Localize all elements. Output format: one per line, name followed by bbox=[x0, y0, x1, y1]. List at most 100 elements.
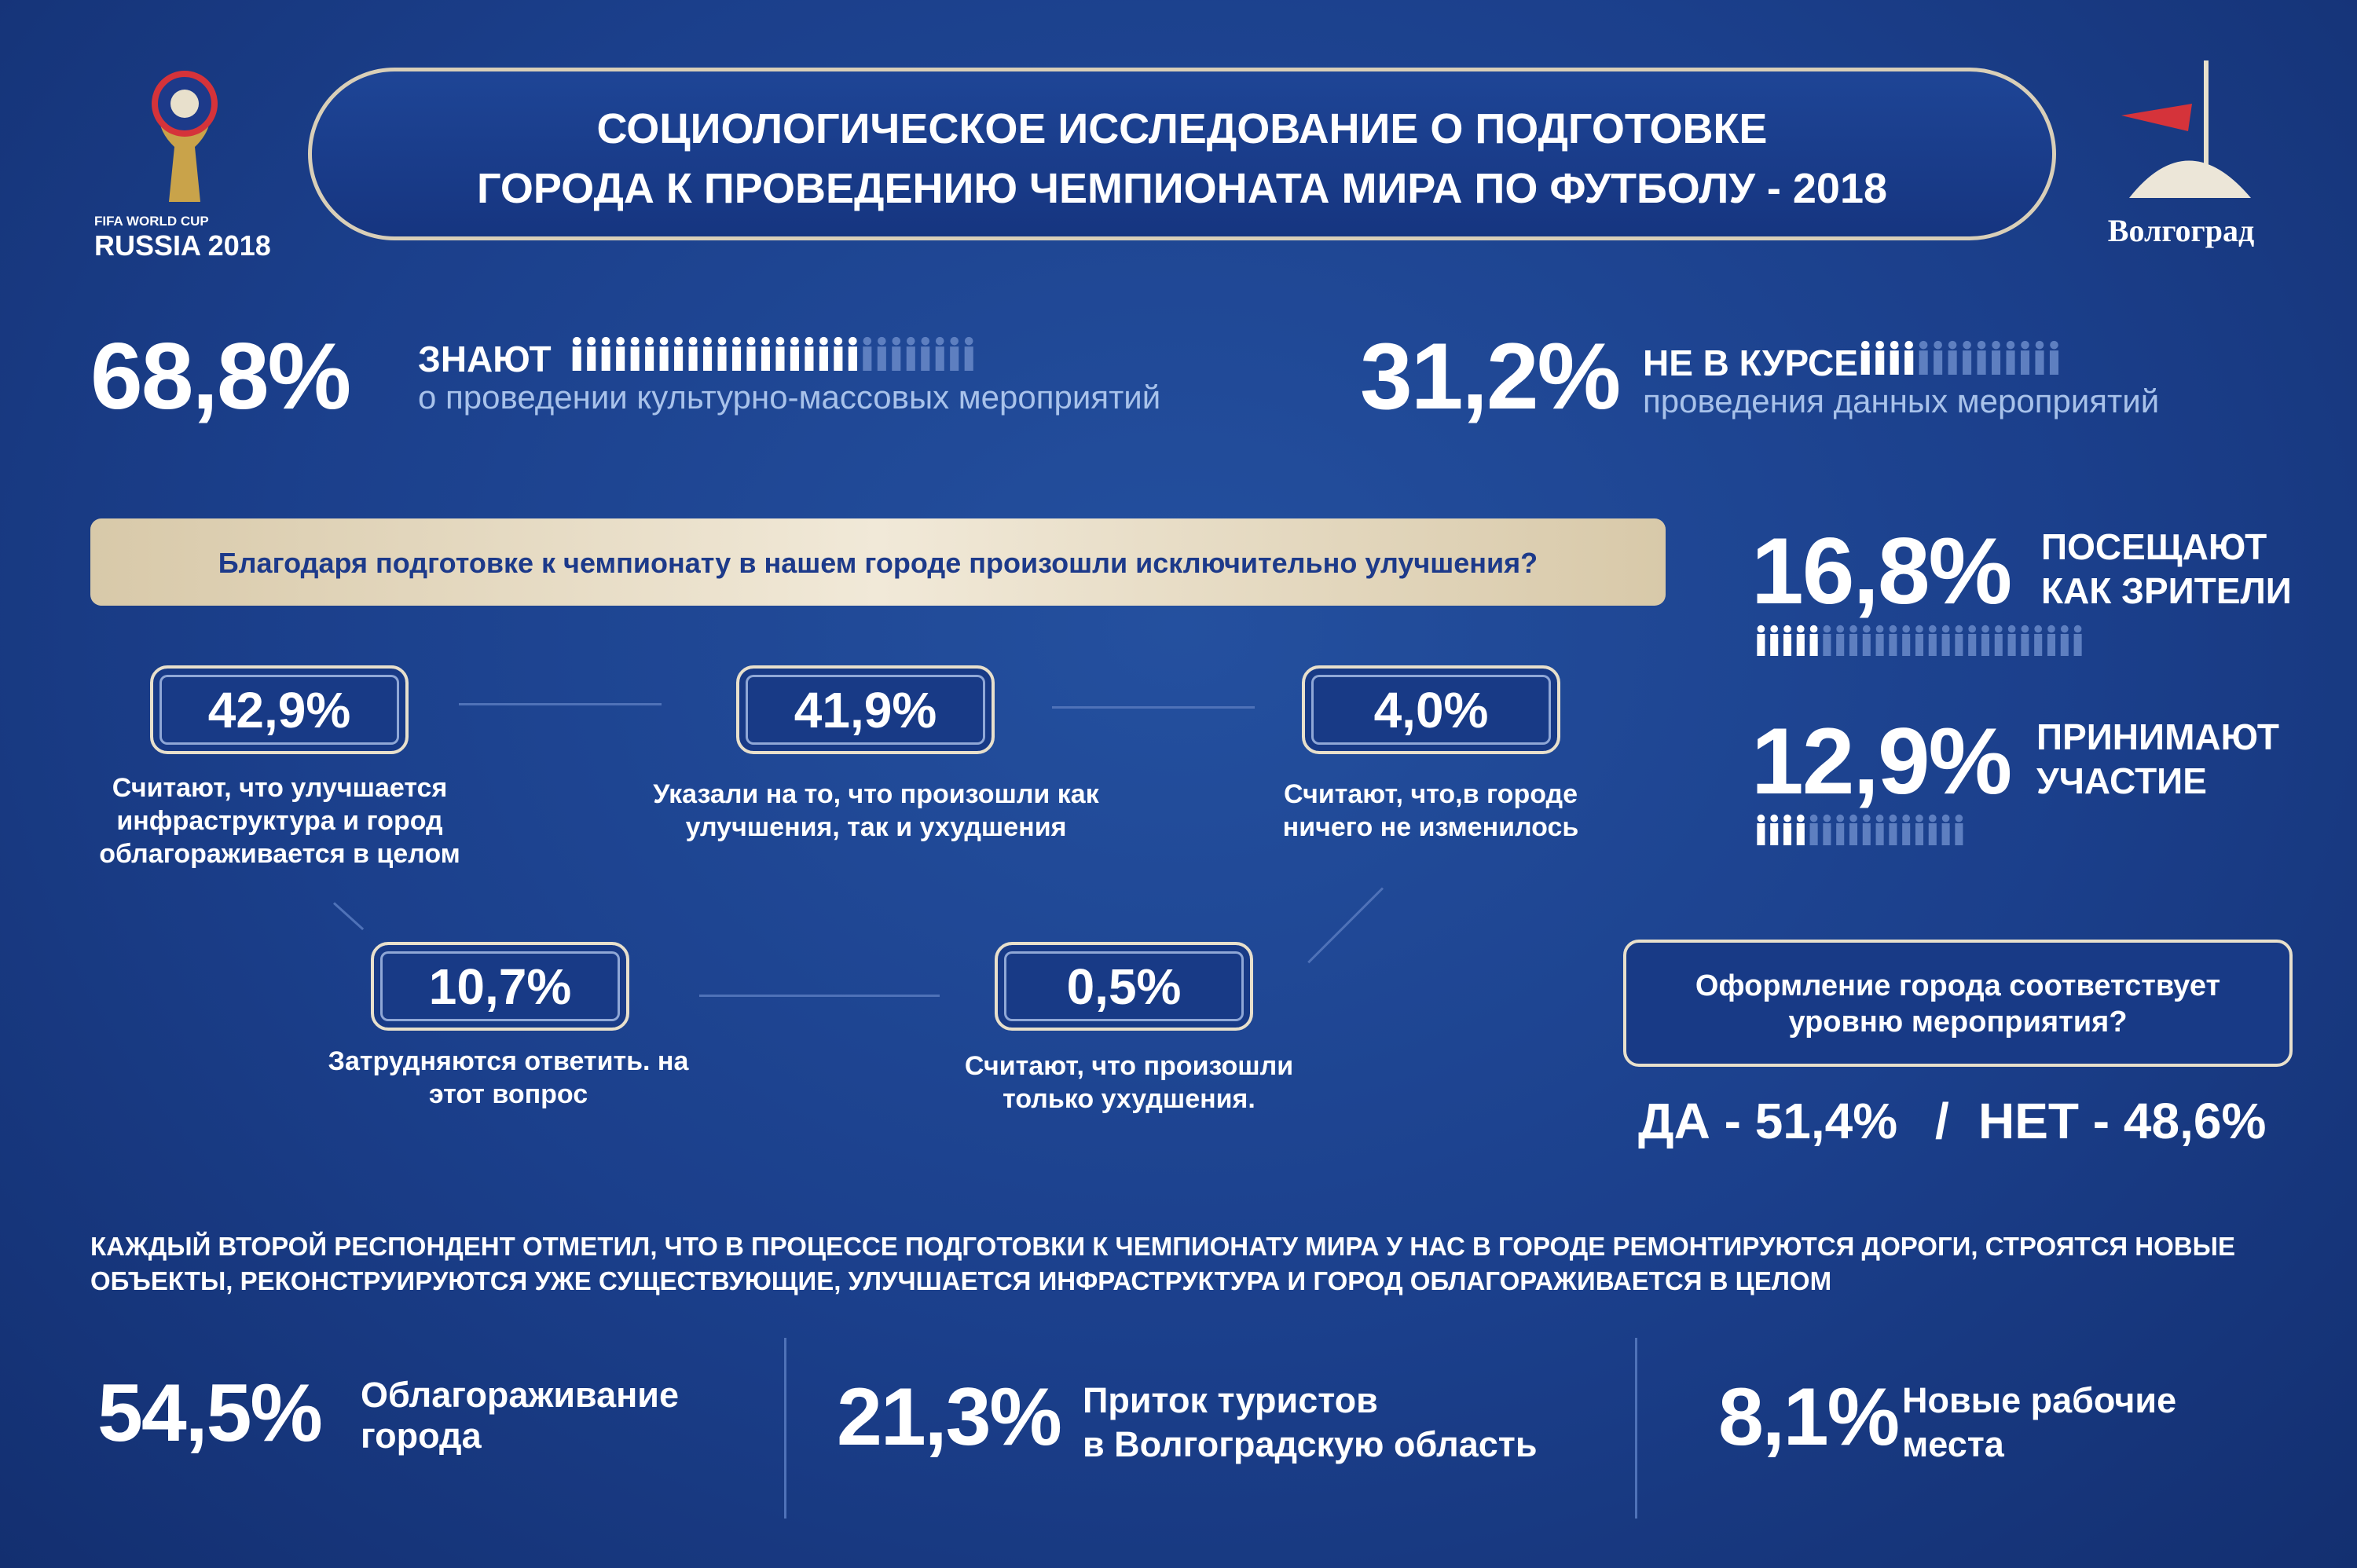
person-icon bbox=[964, 336, 973, 371]
person-icon bbox=[703, 336, 713, 371]
person-icon bbox=[805, 336, 814, 371]
answer-value: 4,0% bbox=[1302, 665, 1560, 754]
answer-value: 10,7% bbox=[371, 942, 629, 1031]
person-icon bbox=[761, 336, 771, 371]
text-line: в Волгоградскую область bbox=[1083, 1424, 1538, 1464]
person-icon bbox=[1992, 340, 2001, 375]
question-text: Благодаря подготовке к чемпионату в наше… bbox=[218, 547, 1538, 579]
change-value: 54,5% bbox=[97, 1368, 323, 1459]
person-icon bbox=[2047, 625, 2056, 656]
person-icons bbox=[572, 336, 973, 371]
person-icon bbox=[1902, 625, 1911, 656]
divider bbox=[784, 1338, 786, 1519]
person-icon bbox=[819, 336, 828, 371]
person-icon bbox=[1823, 625, 1831, 656]
connector bbox=[699, 995, 940, 997]
stat-label: ЗНАЮТ bbox=[418, 339, 552, 379]
city-name: Волгоград bbox=[2107, 213, 2255, 248]
note: КАЖДЫЙ ВТОРОЙ РЕСПОНДЕНТ ОТМЕТИЛ, ЧТО В … bbox=[90, 1232, 2235, 1295]
person-icon bbox=[1770, 625, 1779, 656]
text-line: места bbox=[1902, 1424, 2004, 1464]
decoration-yes: ДА - 51,4% bbox=[1638, 1093, 1898, 1149]
person-icon bbox=[877, 336, 886, 371]
person-icon bbox=[2073, 625, 2082, 656]
decoration-separator: / bbox=[1935, 1093, 1949, 1149]
person-icon bbox=[674, 336, 684, 371]
icon-row bbox=[1754, 814, 1966, 849]
person-icons bbox=[1757, 625, 2082, 656]
person-icon bbox=[906, 336, 915, 371]
person-icon bbox=[1783, 625, 1792, 656]
text-line: ПОСЕЩАЮТ bbox=[2041, 526, 2267, 567]
answer-text: Затрудняются ответить. на этот вопрос bbox=[328, 1046, 689, 1109]
person-icon bbox=[1823, 814, 1831, 845]
decoration-box bbox=[1623, 940, 2293, 1067]
person-icon bbox=[659, 336, 669, 371]
person-icon bbox=[731, 336, 742, 371]
person-icons bbox=[1860, 340, 2059, 375]
person-icon bbox=[848, 336, 857, 371]
question-banner bbox=[90, 518, 1666, 606]
person-icon bbox=[790, 336, 799, 371]
change-label: Приток туристов в Волгоградскую область bbox=[1083, 1379, 1538, 1467]
person-icon bbox=[1862, 814, 1871, 845]
person-icon bbox=[1955, 625, 1963, 656]
title: СОЦИОЛОГИЧЕСКОЕ ИССЛЕДОВАНИЕ О ПОДГОТОВК… bbox=[308, 99, 2056, 218]
person-icon bbox=[1902, 814, 1911, 845]
person-icon bbox=[1955, 814, 1963, 845]
person-icon bbox=[1757, 625, 1765, 656]
person-icon bbox=[1757, 814, 1765, 845]
person-icon bbox=[1981, 625, 1990, 656]
person-icon bbox=[645, 336, 654, 371]
person-icon bbox=[2034, 625, 2043, 656]
person-icon bbox=[1941, 814, 1950, 845]
answer-value: 41,9% bbox=[736, 665, 995, 754]
person-icon bbox=[1963, 340, 1972, 375]
stat-label: ПОСЕЩАЮТ КАК ЗРИТЕЛИ bbox=[2041, 525, 2292, 613]
person-icon bbox=[1809, 814, 1818, 845]
text-line: Приток туристов bbox=[1083, 1380, 1378, 1420]
person-icon bbox=[2035, 340, 2044, 375]
person-icon bbox=[616, 336, 625, 371]
decoration-question: Оформление города соответствует уровню м… bbox=[1695, 969, 2221, 1039]
stat-label: НЕ В КУРСЕ bbox=[1643, 343, 1858, 383]
person-icon bbox=[1890, 340, 1899, 375]
title-banner bbox=[308, 68, 2056, 240]
person-icon bbox=[935, 336, 944, 371]
stat-value: 68,8% bbox=[90, 324, 351, 429]
text-line: ПРИНИМАЮТ bbox=[2036, 716, 2280, 757]
person-icon bbox=[834, 336, 843, 371]
person-icon bbox=[2049, 340, 2059, 375]
person-icon bbox=[1994, 625, 2003, 656]
answer-text: Считают, что произошли только ухудшения. bbox=[964, 1051, 1294, 1114]
person-icon bbox=[1875, 625, 1884, 656]
icon-row bbox=[570, 336, 976, 375]
connector bbox=[332, 902, 365, 931]
person-icon bbox=[1928, 625, 1937, 656]
stat-value: 16,8% bbox=[1751, 518, 2012, 624]
person-icon bbox=[892, 336, 901, 371]
person-icon bbox=[1889, 814, 1897, 845]
person-icon bbox=[1941, 625, 1950, 656]
city-logo bbox=[2121, 60, 2251, 198]
person-icon bbox=[1809, 625, 1818, 656]
connector bbox=[1052, 706, 1255, 709]
logo-line1: FIFA WORLD CUP bbox=[94, 214, 209, 229]
connector bbox=[459, 703, 662, 705]
text-line: Новые рабочие bbox=[1902, 1380, 2177, 1420]
divider bbox=[1635, 1338, 1637, 1519]
answer-value: 0,5% bbox=[995, 942, 1253, 1031]
person-icon bbox=[1968, 625, 1977, 656]
logo-line2: RUSSIA 2018 bbox=[94, 229, 271, 262]
person-icon bbox=[1919, 340, 1928, 375]
person-icon bbox=[1862, 625, 1871, 656]
person-icon bbox=[2020, 340, 2030, 375]
person-icon bbox=[1889, 625, 1897, 656]
person-icon bbox=[1977, 340, 1986, 375]
person-icon bbox=[863, 336, 872, 371]
person-icon bbox=[2060, 625, 2069, 656]
text-line: СОЦИОЛОГИЧЕСКОЕ ИССЛЕДОВАНИЕ О ПОДГОТОВК… bbox=[596, 105, 1768, 152]
change-value: 21,3% bbox=[837, 1372, 1062, 1463]
person-icon bbox=[1836, 625, 1845, 656]
